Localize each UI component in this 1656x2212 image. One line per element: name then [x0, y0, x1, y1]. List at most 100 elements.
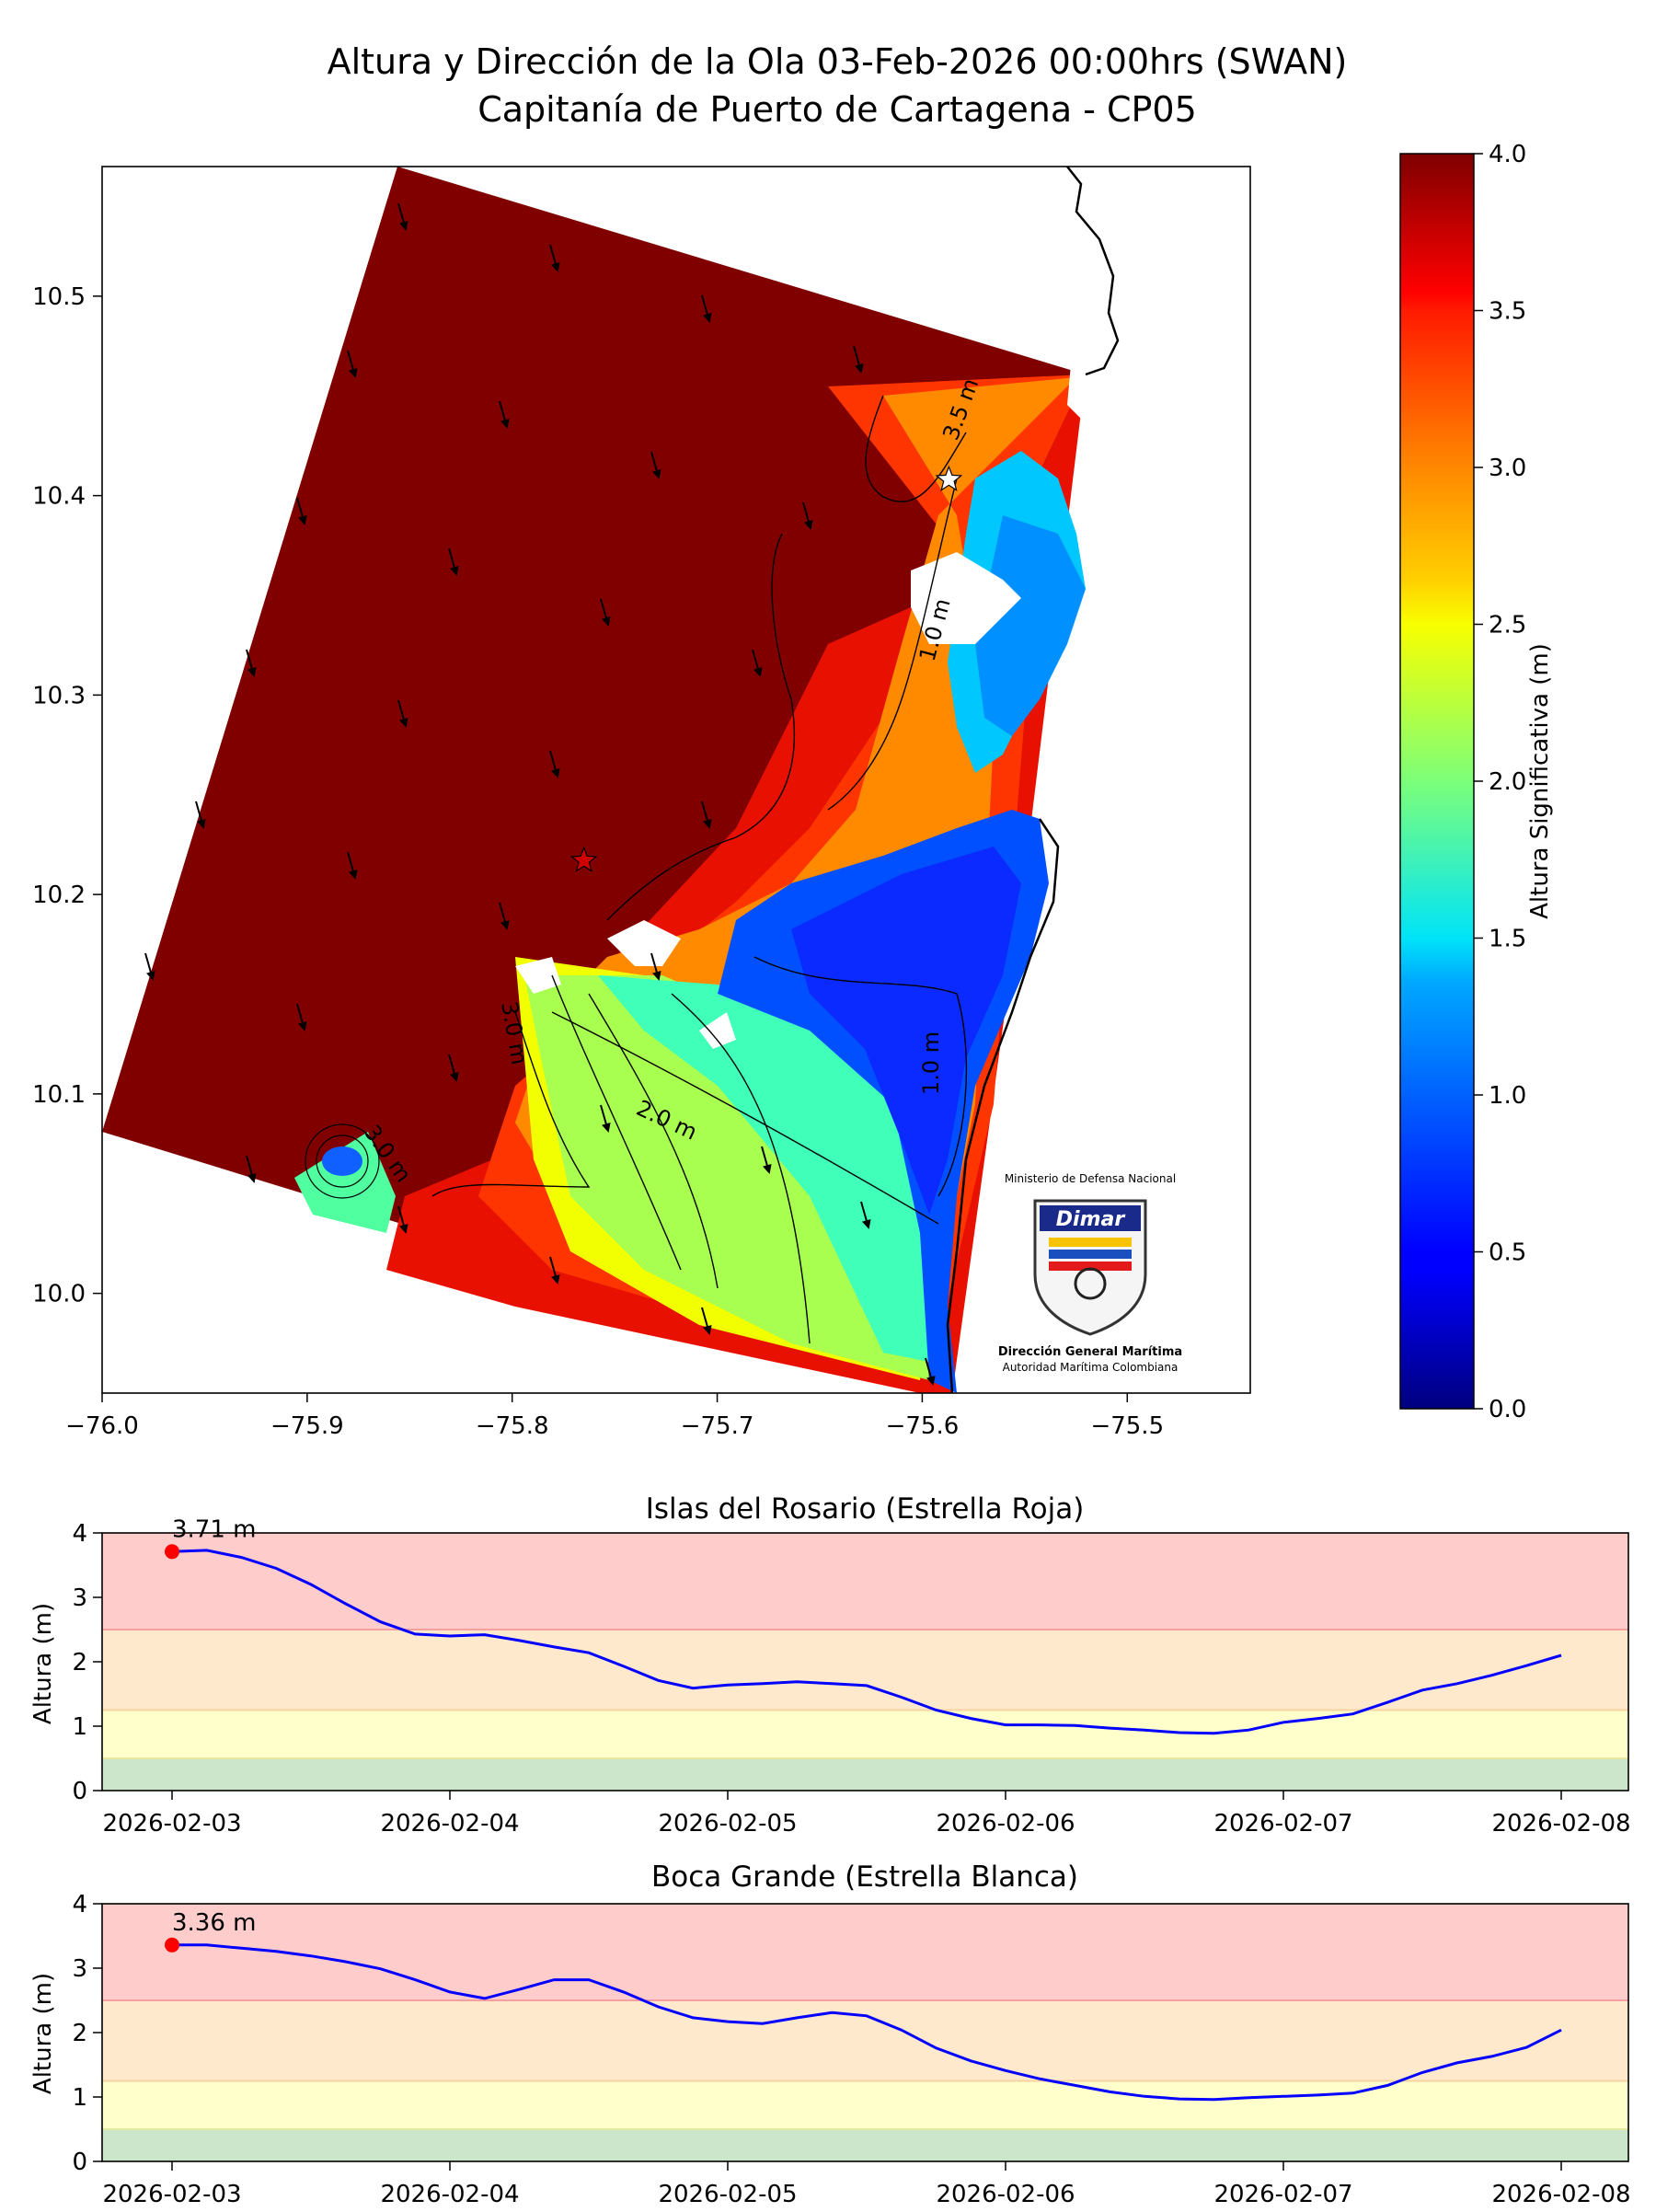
timeseries-rosario-current-point	[165, 1544, 179, 1560]
coastline-north	[1066, 167, 1120, 376]
wave-arrow	[144, 952, 155, 981]
wave-arrow	[860, 1201, 871, 1229]
timeseries-bocagrande-current-label: 3.36 m	[172, 1909, 256, 1937]
station-marker-bocagrande	[935, 465, 963, 491]
x-tick-label: 2026-02-08	[1491, 2181, 1630, 2208]
figure-title-line1: Altura y Dirección de la Ola 03-Feb-2026…	[328, 41, 1348, 82]
timeseries-bocagrande-ticks: 0 1 2 3 4 2026-02-03 2026-02-04 2026-02-05 2026-…	[72, 1891, 1630, 2208]
map-x-tick-label: −75.7	[681, 1412, 754, 1440]
map-y-tick-label: 10.4	[32, 483, 86, 511]
wave-arrow	[549, 750, 560, 778]
colorbar-tick-label: 4.0	[1489, 141, 1526, 168]
wave-arrow	[499, 902, 510, 930]
logo-brand-text: Dimar	[1056, 1208, 1126, 1231]
y-tick-label: 0	[72, 1778, 87, 1805]
wave-arrow	[600, 1104, 611, 1133]
x-tick-label: 2026-02-07	[1213, 1810, 1352, 1838]
timeseries-bocagrande-current-point	[165, 1937, 179, 1953]
sw-blue-spot	[322, 1146, 362, 1176]
timeseries-rosario-ylabel: Altura (m)	[29, 1603, 57, 1724]
logo-stripe	[1049, 1250, 1132, 1259]
island-rosario-2	[515, 957, 561, 994]
x-tick-label: 2026-02-06	[936, 2181, 1075, 2208]
wave-arrow	[549, 244, 560, 272]
logo-ministry-text: Ministerio de Defensa Nacional	[1005, 1172, 1176, 1185]
wave-direction-arrows	[144, 202, 936, 1386]
contour-line	[431, 1011, 591, 1197]
y-tick-label: 1	[72, 1713, 87, 1741]
y-tick-label: 1	[72, 2084, 87, 2112]
risk-band	[102, 1904, 1628, 2000]
map-frame	[101, 166, 1251, 1394]
timeseries-bocagrande-line	[172, 1943, 1562, 2102]
map-x-tick-label: −75.9	[270, 1412, 344, 1440]
x-tick-label: 2026-02-06	[936, 1810, 1075, 1838]
wave-arrow	[195, 801, 206, 829]
colorbar-tick-label: 2.5	[1489, 612, 1526, 639]
wave-arrow	[650, 451, 661, 479]
timeseries-rosario-current-label: 3.71 m	[172, 1515, 256, 1543]
risk-band	[102, 1533, 1628, 1630]
colorbar-tick-label: 1.5	[1489, 926, 1526, 953]
colorbar-tick-label: 2.0	[1489, 768, 1526, 796]
timeseries-bocagrande-title: Boca Grande (Estrella Blanca)	[651, 1861, 1078, 1894]
risk-band	[102, 2080, 1628, 2129]
y-tick-label: 3	[72, 1584, 87, 1612]
y-tick-label: 2	[72, 2020, 87, 2047]
colorbar-tick-label: 3.5	[1489, 298, 1526, 326]
colorbar-tick-label: 3.0	[1489, 455, 1526, 482]
logo-subtitle-text: Autoridad Marítima Colombiana	[1003, 1361, 1179, 1374]
x-tick-label: 2026-02-05	[658, 2181, 797, 2208]
wave-arrow	[246, 1155, 257, 1183]
colorbar-tick-label: 0.5	[1489, 1239, 1526, 1267]
cyan-green-field	[598, 975, 929, 1362]
wave-arrow	[701, 294, 712, 323]
risk-band	[102, 2000, 1628, 2081]
wave-arrow	[296, 1003, 307, 1031]
colorbar: 0.0 0.5 1.0 1.5 2.0 2.5 3.0 3.5 4.0 Altura Signi…	[1399, 141, 1554, 1423]
barbacoas-bay-inner	[791, 847, 1021, 1215]
map-y-tick-label: 10.2	[32, 881, 86, 909]
logo-brand-banner	[1040, 1205, 1141, 1231]
timeseries-rosario-frame	[101, 1532, 1629, 1791]
map-x-tick-label: −76.0	[65, 1412, 139, 1440]
logo-name-text: Dirección General Marítima	[998, 1345, 1182, 1359]
x-tick-label: 2026-02-03	[102, 1810, 241, 1838]
wave-arrow	[925, 1357, 936, 1386]
timeseries-rosario: Islas del Rosario (Estrella Roja) Altura…	[29, 1492, 1631, 1838]
contour-line	[551, 974, 682, 1271]
colorbar-tick-label: 0.0	[1489, 1396, 1526, 1423]
y-tick-label: 2	[72, 1649, 87, 1676]
risk-band	[102, 1630, 1628, 1711]
wave-arrow	[549, 1256, 560, 1285]
wave-arrow	[600, 598, 611, 627]
timeseries-bocagrande-bands	[102, 1904, 1628, 2161]
wave-arrow	[752, 649, 763, 677]
risk-band	[102, 1710, 1628, 1758]
contour-line	[588, 993, 719, 1289]
wave-height-map: 3.5 m 2.0 m 3.0 m 3.0 m 1.0 m 1.0 m −76.…	[32, 166, 1251, 1440]
colorbar-tick-label: 1.0	[1489, 1082, 1526, 1110]
island-rosario-1	[607, 920, 681, 966]
wave-arrow	[499, 400, 510, 429]
logo-stripe	[1049, 1262, 1132, 1271]
wave-arrow	[296, 497, 307, 525]
wave-arrow	[347, 851, 358, 880]
coastline-south	[946, 818, 1060, 1393]
contour-line	[827, 478, 958, 811]
y-tick-label: 0	[72, 2149, 87, 2176]
contour-label: 1.0 m	[918, 1031, 944, 1095]
y-tick-label: 4	[72, 1891, 87, 1918]
wave-arrow	[853, 345, 864, 374]
wave-arrow	[650, 952, 661, 981]
dimar-logo: Ministerio de Defensa Nacional Dimar Dir…	[998, 1172, 1182, 1374]
timeseries-rosario-title: Islas del Rosario (Estrella Roja)	[646, 1492, 1085, 1526]
timeseries-bocagrande-ylabel: Altura (m)	[29, 1973, 57, 2094]
map-y-tick-label: 10.3	[32, 682, 86, 709]
wave-arrow	[397, 1205, 408, 1234]
map-y-tick-label: 10.1	[32, 1081, 86, 1109]
logo-stripe	[1049, 1238, 1132, 1247]
contour-line	[606, 533, 796, 921]
cartagena-bay-inner	[975, 515, 1086, 736]
contour-line	[551, 1011, 939, 1225]
